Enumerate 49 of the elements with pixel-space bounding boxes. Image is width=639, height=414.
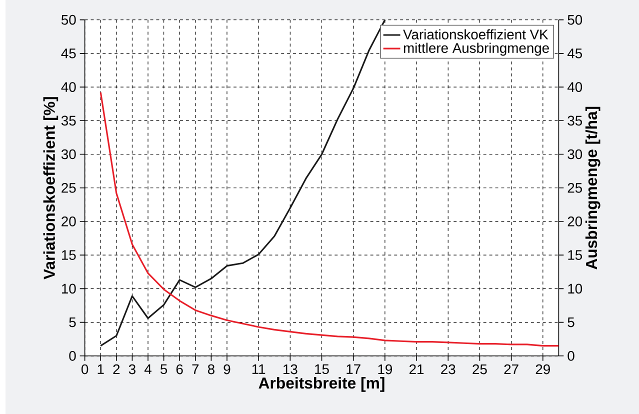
y2-tick-label: 20 [568, 216, 582, 226]
y2-tick-label: 5 [568, 317, 574, 327]
x-tick-label: 13 [284, 364, 298, 374]
x-tick-label: 5 [160, 364, 168, 374]
x-tick-label: 15 [315, 364, 329, 374]
x-tick-label: 8 [208, 364, 214, 374]
x-tick-label: 19 [378, 364, 392, 374]
x-tick-label: 0 [82, 364, 88, 374]
y2-tick-label: 50 [568, 14, 582, 25]
y2-tick-label: 40 [567, 82, 582, 92]
x-tick-label: 11 [252, 364, 266, 374]
x-tick-label: 2 [113, 364, 120, 374]
x-tick-label: 27 [504, 364, 518, 374]
y-tick-label: 50 [61, 14, 76, 25]
y2-axis-title: Ausbringmenge [t/ha] [585, 106, 600, 270]
y-tick-label: 25 [62, 182, 76, 193]
line-series [100, 20, 386, 346]
y2-tick-label: 0 [568, 350, 574, 361]
y2-tick-label: 10 [568, 284, 582, 294]
x-tick-label: 1 [98, 364, 104, 374]
x-tick-label: 9 [224, 364, 230, 374]
y-tick-label: 35 [61, 116, 76, 126]
x-tick-label: 3 [128, 364, 136, 374]
x-tick-label: 4 [144, 364, 152, 374]
y-tick-label: 45 [61, 48, 76, 58]
line-series [100, 91, 559, 346]
y2-tick-label: 15 [568, 250, 582, 260]
y-tick-label: 15 [62, 250, 76, 260]
y2-tick-label: 45 [567, 48, 582, 58]
legend-label: mittlere Ausbringmenge [404, 42, 549, 56]
x-tick-label: 17 [346, 364, 360, 374]
y-tick-label: 0 [69, 350, 76, 361]
x-tick-label: 21 [410, 364, 424, 374]
y2-tick-label: 25 [568, 182, 582, 193]
x-tick-label: 23 [441, 364, 456, 374]
x-tick-label: 6 [176, 364, 183, 374]
y2-tick-label: 35 [568, 116, 582, 126]
y-tick-label: 5 [69, 317, 76, 327]
y-tick-label: 10 [62, 284, 76, 294]
y-tick-label: 20 [62, 216, 76, 226]
y2-tick-label: 30 [568, 149, 582, 159]
legend-label: Variationskoeffizient VK [403, 29, 548, 40]
x-tick-label: 7 [192, 364, 199, 374]
x-tick-label: 25 [472, 364, 487, 374]
y-tick-label: 30 [61, 149, 76, 159]
y-axis-title: Variationskoeffizient [%] [43, 96, 58, 280]
y-tick-label: 40 [61, 82, 76, 92]
x-axis-title: Arbeitsbreite [m] [258, 376, 384, 392]
x-tick-label: 29 [536, 364, 550, 374]
